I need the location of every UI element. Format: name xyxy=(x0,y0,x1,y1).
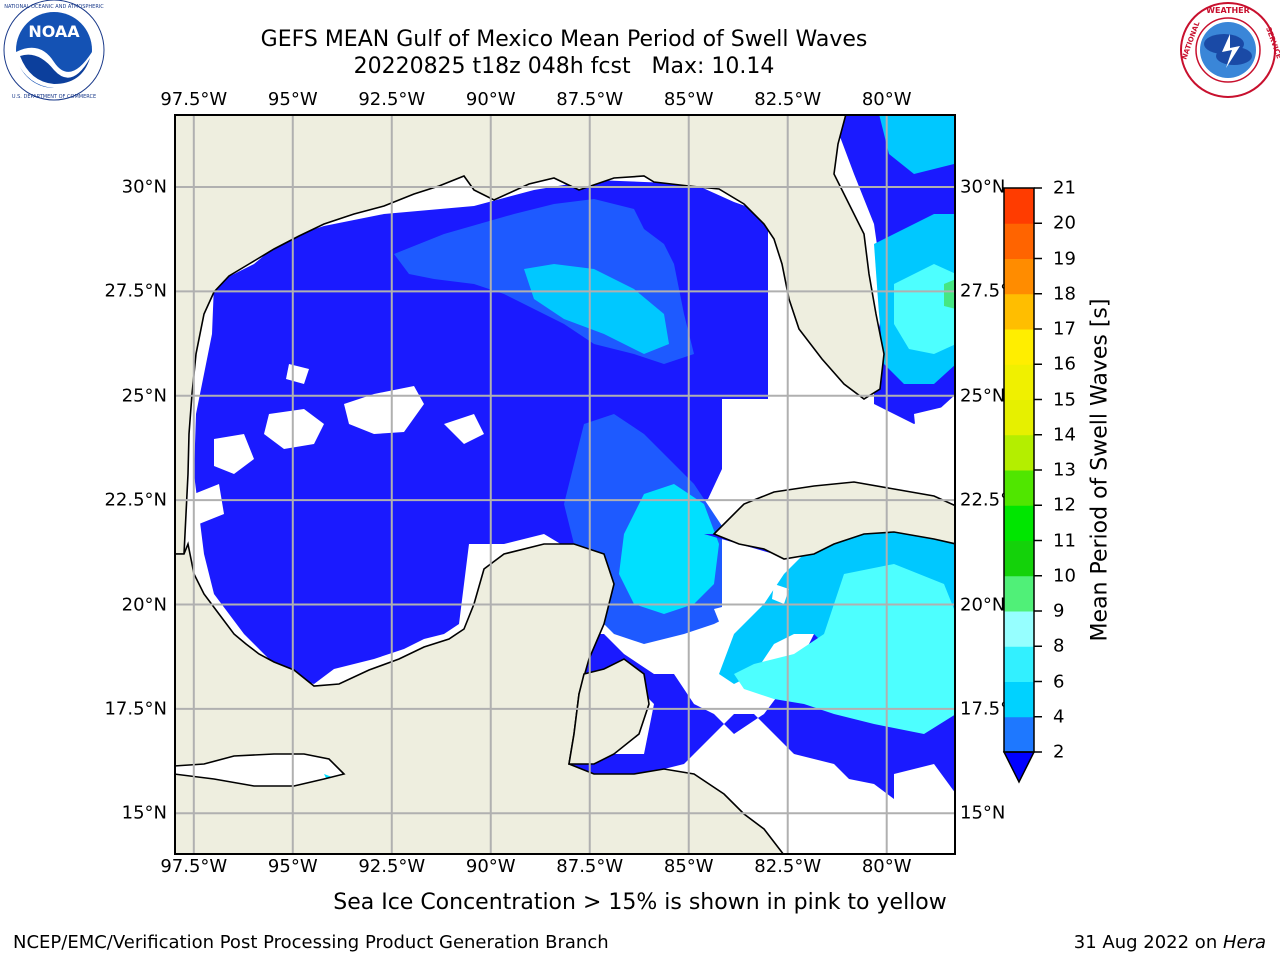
lat-label-right: 15°N xyxy=(960,802,1006,824)
colorbar-tick-label: 2 xyxy=(1053,741,1065,763)
lat-label-left: 17.5°N xyxy=(104,698,167,720)
colorbar-tick-label: 11 xyxy=(1053,530,1076,551)
lon-label-bottom: 82.5°W xyxy=(754,856,822,877)
lat-label-right: 30°N xyxy=(960,176,1006,198)
colorbar-tick-label: 14 xyxy=(1053,424,1076,446)
colorbar-tick-label: 6 xyxy=(1053,671,1065,692)
lat-label-left: 25°N xyxy=(121,385,167,407)
colorbar-segment xyxy=(1004,223,1034,259)
lon-label-bottom: 92.5°W xyxy=(358,856,426,877)
colorbar-tick-label: 17 xyxy=(1053,318,1076,340)
colorbar-segment xyxy=(1004,646,1034,682)
sea-ice-note: Sea Ice Concentration > 15% is shown in … xyxy=(333,890,947,915)
colorbar-segment xyxy=(1004,434,1034,471)
nws-logo: WEATHER NATIONAL SERVICE xyxy=(1180,2,1280,98)
atlantic-swell-green xyxy=(944,279,956,309)
atlantic-swell-light xyxy=(894,264,956,354)
lat-label-left: 20°N xyxy=(121,594,167,616)
lon-label-bottom: 95°W xyxy=(267,856,318,877)
land-us xyxy=(174,114,956,555)
colorbar-segment xyxy=(1004,611,1034,647)
colorbar-tick-label: 20 xyxy=(1053,212,1076,234)
noaa-logo: NOAA NATIONAL OCEANIC AND ATMOSPHERIC U.… xyxy=(3,0,105,101)
colorbar-tick-label: 21 xyxy=(1053,177,1076,199)
colorbar-tick-label: 9 xyxy=(1053,600,1065,622)
svg-text:U.S. DEPARTMENT OF COMMERCE: U.S. DEPARTMENT OF COMMERCE xyxy=(12,94,96,100)
atlantic-swell-top xyxy=(879,114,954,174)
lon-label-top: 92.5°W xyxy=(358,89,426,110)
atlantic-no-data xyxy=(914,404,956,514)
lon-label-top: 85°W xyxy=(663,89,714,110)
colorbar-segment xyxy=(1004,399,1034,436)
colorbar-label: Mean Period of Swell Waves [s] xyxy=(1087,298,1113,642)
colorbar-tick-label: 8 xyxy=(1053,635,1065,657)
credit-date: 31 Aug 2022 on Hera xyxy=(1073,932,1266,953)
lon-label-top: 95°W xyxy=(267,89,318,110)
colorbar-tick-label: 10 xyxy=(1053,565,1076,587)
land-mexico xyxy=(174,541,786,855)
colorbar-segment xyxy=(1004,258,1034,295)
svg-text:NOAA: NOAA xyxy=(28,22,80,41)
colorbar-segment xyxy=(1004,575,1034,612)
chart-title: GEFS MEAN Gulf of Mexico Mean Period of … xyxy=(260,27,868,52)
colorbar-segment xyxy=(1004,540,1034,577)
lat-label-left: 22.5°N xyxy=(104,489,167,511)
colorbar-segment xyxy=(1004,716,1034,753)
colorbar-under-triangle xyxy=(1002,751,1036,784)
svg-text:WEATHER: WEATHER xyxy=(1206,6,1250,15)
colorbar-tick-label: 4 xyxy=(1053,706,1065,728)
colorbar-tick-label: 19 xyxy=(1053,248,1076,269)
credit-host: Hera xyxy=(1222,932,1266,953)
lon-label-top: 97.5°W xyxy=(160,89,228,110)
colorbar-segment xyxy=(1004,188,1034,224)
colorbar-tick-label: 13 xyxy=(1053,459,1076,481)
colorbar-tick-label: 16 xyxy=(1053,353,1076,375)
lat-label-left: 30°N xyxy=(121,176,167,198)
caribbean-swell-light-cyan xyxy=(734,564,956,734)
gulf-swell-cyan-central xyxy=(524,264,669,354)
credit-left: NCEP/EMC/Verification Post Processing Pr… xyxy=(13,932,609,953)
colorbar-tick-label: 12 xyxy=(1053,494,1076,516)
lon-label-bottom: 80°W xyxy=(861,856,912,877)
colorbar-segment xyxy=(1004,505,1034,541)
lat-label-left: 27.5°N xyxy=(104,280,167,302)
graticule xyxy=(174,114,956,855)
svg-text:NATIONAL OCEANIC AND ATMOSPHER: NATIONAL OCEANIC AND ATMOSPHERIC xyxy=(4,4,104,10)
colorbar-segment xyxy=(1004,329,1034,365)
lon-label-top: 82.5°W xyxy=(754,89,822,110)
map-plot xyxy=(174,114,956,855)
colorbar-segment xyxy=(1004,364,1034,400)
lon-label-bottom: 87.5°W xyxy=(556,856,624,877)
map-frame xyxy=(174,114,956,855)
lon-label-bottom: 85°W xyxy=(663,856,714,877)
lat-label-right: 20°N xyxy=(960,594,1006,616)
chart-subtitle: 20220825 t18z 048h fcst Max: 10.14 xyxy=(353,54,775,79)
colorbar-segment xyxy=(1004,293,1034,330)
colorbar xyxy=(1002,187,1042,784)
gulf-swell-cyan-yucatan xyxy=(619,484,719,614)
colorbar-tick-label: 18 xyxy=(1053,283,1076,305)
lon-label-top: 80°W xyxy=(861,89,912,110)
colorbar-tick-label: 15 xyxy=(1053,389,1076,410)
lon-label-top: 87.5°W xyxy=(556,89,624,110)
lat-label-left: 15°N xyxy=(121,802,167,824)
lat-label-right: 25°N xyxy=(960,385,1006,407)
colorbar-segment xyxy=(1004,470,1034,506)
land-cuba xyxy=(712,481,956,560)
lon-label-top: 90°W xyxy=(465,89,516,110)
lon-label-bottom: 97.5°W xyxy=(160,856,228,877)
colorbar-segment xyxy=(1004,681,1034,718)
lon-label-bottom: 90°W xyxy=(465,856,516,877)
